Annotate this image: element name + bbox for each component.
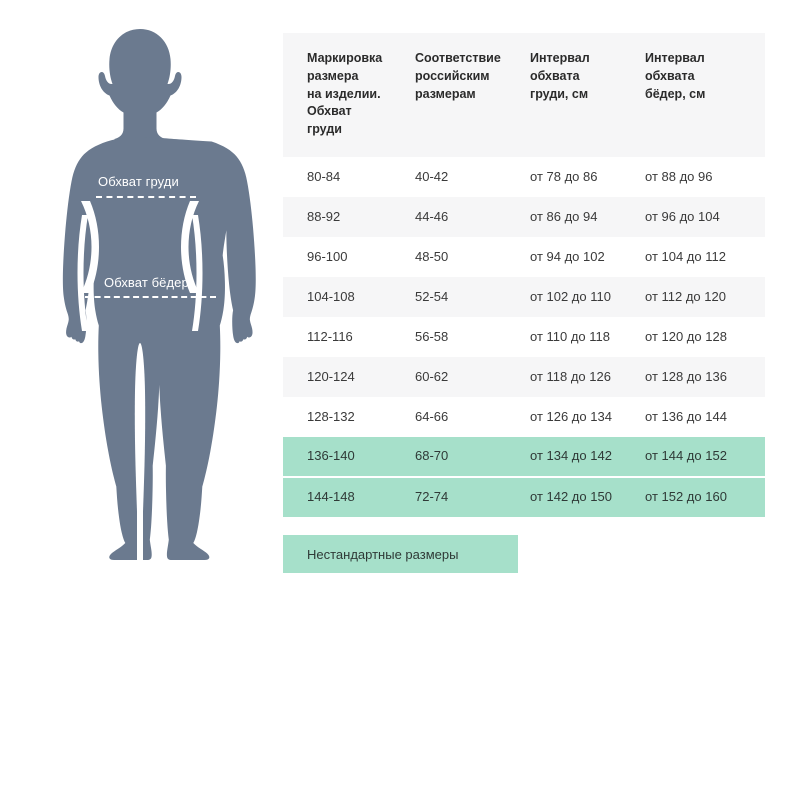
- ankle-gap: [135, 565, 145, 637]
- cell-hips-range: от 136 до 144: [645, 408, 727, 424]
- column-header-hips-range: Интервал обхвата бёдер, см: [621, 33, 765, 157]
- female-body-silhouette-icon: [62, 29, 256, 637]
- header-line: на изделии.: [307, 86, 381, 101]
- nonstandard-sizes-legend: Нестандартные размеры: [283, 535, 518, 573]
- table-row: 104-108 52-54 от 102 до 110 от 112 до 120: [283, 276, 765, 317]
- header-line: Интервал: [530, 51, 590, 65]
- header-line: груди: [307, 122, 342, 136]
- cell-hips-range: от 144 до 152: [645, 448, 727, 464]
- table-row: 112-116 56-58 от 110 до 118 от 120 до 128: [283, 316, 765, 357]
- hips-measure-label: Обхват бёдер: [104, 275, 189, 290]
- cell-russian-size: 56-58: [415, 328, 449, 344]
- table-header: Маркировка размера на изделии. Обхват гр…: [283, 33, 765, 157]
- arm-gap-left: [77, 215, 88, 331]
- cell-marking: 144-148: [283, 475, 391, 517]
- cell-marking: 96-100: [307, 248, 348, 264]
- cell-russian-size: 68-70: [415, 448, 449, 464]
- cell-chest-range: от 86 до 94: [530, 208, 598, 224]
- header-line: российским: [415, 68, 490, 83]
- cell-chest-range: от 110 до 118: [530, 328, 610, 344]
- chest-measure-dashed-line: [96, 196, 196, 198]
- cell-marking: 80-84: [307, 168, 341, 184]
- header-line: Обхват: [307, 104, 352, 119]
- table-row: 120-124 60-62 от 118 до 126 от 128 до 136: [283, 356, 765, 397]
- cell-russian-size: 64-66: [415, 408, 449, 424]
- waist-carve-left: [81, 201, 99, 293]
- arm-gap-right: [192, 215, 203, 331]
- cell-hips-range: от 88 до 96: [645, 168, 713, 184]
- column-header-russian-size: Соответствие российским размерам: [391, 33, 506, 157]
- header-line: груди, см: [530, 86, 589, 101]
- cell-russian-size: 44-46: [415, 208, 449, 224]
- header-line: обхвата: [645, 68, 695, 83]
- header-line: Соответствие: [415, 51, 501, 65]
- cell-hips-range: от 104 до 112: [645, 248, 726, 264]
- cell-chest-range: от 118 до 126: [530, 368, 611, 384]
- header-line: бёдер, см: [645, 86, 706, 101]
- body-figure-panel: Обхват груди Обхват бёдер: [0, 0, 280, 680]
- cell-hips-range: от 96 до 104: [645, 208, 720, 224]
- hips-measure-dashed-line: [85, 296, 216, 298]
- cell-marking: 112-116: [307, 328, 353, 344]
- cell-chest-range: от 94 до 102: [530, 248, 605, 264]
- cell-russian-size: 60-62: [415, 368, 449, 384]
- header-line: обхвата: [530, 68, 580, 83]
- cell-marking: 104-108: [307, 288, 355, 304]
- cell-marking: 88-92: [307, 208, 341, 224]
- table-row: 144-148 72-74 от 142 до 150 от 152 до 160: [283, 475, 765, 517]
- column-header-chest-range: Интервал обхвата груди, см: [506, 33, 621, 157]
- cell-marking: 128-132: [307, 408, 355, 424]
- table-row: 88-92 44-46 от 86 до 94 от 96 до 104: [283, 196, 765, 237]
- cell-chest-range: от 126 до 134: [530, 408, 612, 424]
- cell-russian-size: 48-50: [415, 248, 449, 264]
- header-line: Интервал: [645, 51, 705, 65]
- leg-gap-lower: [137, 455, 143, 630]
- waist-carve-right: [181, 201, 199, 293]
- cell-russian-size: 40-42: [415, 168, 449, 184]
- cell-russian-size: 72-74: [391, 475, 506, 517]
- cell-hips-range: от 128 до 136: [645, 368, 727, 384]
- header-line: размера: [307, 68, 359, 83]
- cell-russian-size: 52-54: [415, 288, 449, 304]
- cell-chest-range: от 102 до 110: [530, 288, 611, 304]
- cell-hips-range: от 120 до 128: [645, 328, 727, 344]
- table-header-row: Маркировка размера на изделии. Обхват гр…: [283, 33, 765, 157]
- table-row: 96-100 48-50 от 94 до 102 от 104 до 112: [283, 236, 765, 277]
- table-row: 80-84 40-42 от 78 до 86 от 88 до 96: [283, 156, 765, 197]
- cell-hips-range: от 152 до 160: [621, 475, 765, 517]
- table-body: 80-84 40-42 от 78 до 86 от 88 до 96 88-92 44-…: [283, 156, 765, 517]
- chest-measure-label: Обхват груди: [98, 174, 179, 189]
- cell-chest-range: от 78 до 86: [530, 168, 598, 184]
- column-header-marking: Маркировка размера на изделии. Обхват гр…: [283, 33, 391, 157]
- cell-chest-range: от 134 до 142: [530, 448, 612, 464]
- size-chart-table: Маркировка размера на изделии. Обхват гр…: [283, 33, 765, 517]
- cell-marking: 136-140: [307, 448, 355, 464]
- cell-hips-range: от 112 до 120: [645, 288, 726, 304]
- table-row: 128-132 64-66 от 126 до 134 от 136 до 144: [283, 396, 765, 437]
- header-line: Маркировка: [307, 51, 383, 65]
- cell-chest-range: от 142 до 150: [506, 475, 621, 517]
- header-line: размерам: [415, 86, 476, 101]
- legend-label: Нестандартные размеры: [307, 546, 459, 562]
- table-row: 136-140 68-70 от 134 до 142 от 144 до 152: [283, 436, 765, 477]
- cell-marking: 120-124: [307, 368, 355, 384]
